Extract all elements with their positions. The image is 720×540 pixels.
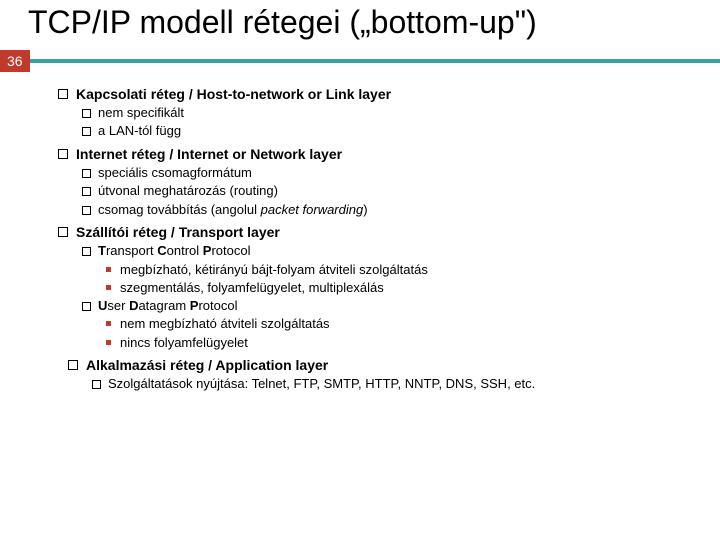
list-item: a LAN-tól függ (82, 123, 700, 139)
list-item: speciális csomagformátum (82, 165, 700, 181)
text-run: csomag továbbítás (angolul (98, 202, 261, 217)
bold-run: U (98, 298, 107, 313)
slide-title: TCP/IP modell rétegei („bottom-up") (0, 6, 720, 40)
bold-run: C (157, 243, 166, 258)
section-heading: Kapcsolati réteg / Host-to-network or Li… (58, 86, 700, 104)
heading-text: Internet réteg / Internet or Network lay… (76, 146, 342, 162)
list-item: útvonal meghatározás (routing) (82, 183, 700, 199)
sub-list-item: nincs folyamfelügyelet (106, 335, 700, 351)
text-run: rotocol (211, 243, 250, 258)
list-item: Szolgáltatások nyújtása: Telnet, FTP, SM… (92, 376, 700, 392)
sub-list-item: nem megbízható átviteli szolgáltatás (106, 316, 700, 332)
accent-bar (30, 59, 720, 63)
text-run: ) (363, 202, 367, 217)
section-heading: Szállítói réteg / Transport layer (58, 224, 700, 242)
heading-text: Kapcsolati réteg / Host-to-network or Li… (76, 86, 391, 102)
text-run: ontrol (167, 243, 203, 258)
list-item: User Datagram Protocol (82, 298, 700, 314)
sub-list-item: szegmentálás, folyamfelügyelet, multiple… (106, 280, 700, 296)
heading-text: Szállítói réteg / Transport layer (76, 224, 280, 240)
text-italic: packet forwarding (261, 202, 364, 217)
slide: TCP/IP modell rétegei („bottom-up") 36 K… (0, 0, 720, 540)
section-heading: Alkalmazási réteg / Application layer (68, 357, 700, 375)
text-run: ser (107, 298, 129, 313)
bold-run: T (98, 243, 106, 258)
sub-list-item: megbízható, kétirányú bájt-folyam átvite… (106, 262, 700, 278)
text-run: rotocol (198, 298, 237, 313)
list-item: Transport Control Protocol (82, 243, 700, 259)
title-underline: 36 (0, 50, 720, 72)
heading-text: Alkalmazási réteg / Application layer (86, 357, 328, 373)
page-number-badge: 36 (0, 50, 30, 72)
text-run: ransport (106, 243, 157, 258)
list-item: csomag továbbítás (angolul packet forwar… (82, 202, 700, 218)
section-heading: Internet réteg / Internet or Network lay… (58, 146, 700, 164)
list-item: nem specifikált (82, 105, 700, 121)
text-run: atagram (138, 298, 189, 313)
slide-content: Kapcsolati réteg / Host-to-network or Li… (0, 72, 720, 393)
